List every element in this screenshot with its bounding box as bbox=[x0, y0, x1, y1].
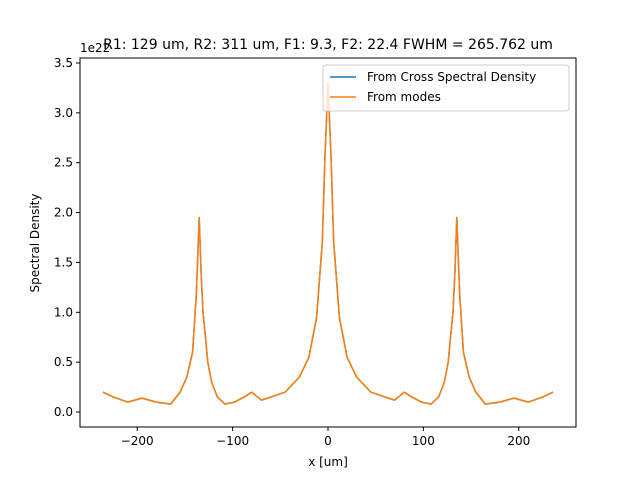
x-axis-label: x [um] bbox=[308, 455, 348, 469]
legend-label-from-modes: From modes bbox=[367, 90, 441, 104]
y-tick-label: 0.0 bbox=[54, 405, 73, 419]
y-tick-label: 1.5 bbox=[54, 255, 73, 269]
x-tick-label: −100 bbox=[216, 434, 249, 448]
y-tick-label: 1.0 bbox=[54, 305, 73, 319]
x-axis: −200 −100 0 100 200 bbox=[121, 427, 530, 448]
y-tick-label: 2.0 bbox=[54, 206, 73, 220]
y-tick-label: 3.0 bbox=[54, 106, 73, 120]
chart-title: R1: 129 um, R2: 311 um, F1: 9.3, F2: 22.… bbox=[103, 37, 553, 53]
x-tick-label: 0 bbox=[324, 434, 332, 448]
y-tick-label: 3.5 bbox=[54, 56, 73, 70]
y-scale-label: 1e22 bbox=[80, 41, 110, 55]
x-tick-label: −200 bbox=[121, 434, 154, 448]
legend-box bbox=[322, 64, 570, 112]
y-axis-label: Spectral Density bbox=[28, 194, 42, 293]
y-tick-label: 2.5 bbox=[54, 156, 73, 170]
y-tick-label: 0.5 bbox=[54, 355, 73, 369]
x-tick-label: 200 bbox=[507, 434, 530, 448]
y-axis: 0.0 0.5 1.0 1.5 2.0 2.5 3.0 3.5 bbox=[54, 56, 80, 419]
legend: From Cross Spectral Density From modes bbox=[322, 64, 570, 112]
x-tick-label: 100 bbox=[412, 434, 435, 448]
legend-label-cross-spectral-density: From Cross Spectral Density bbox=[367, 70, 536, 84]
